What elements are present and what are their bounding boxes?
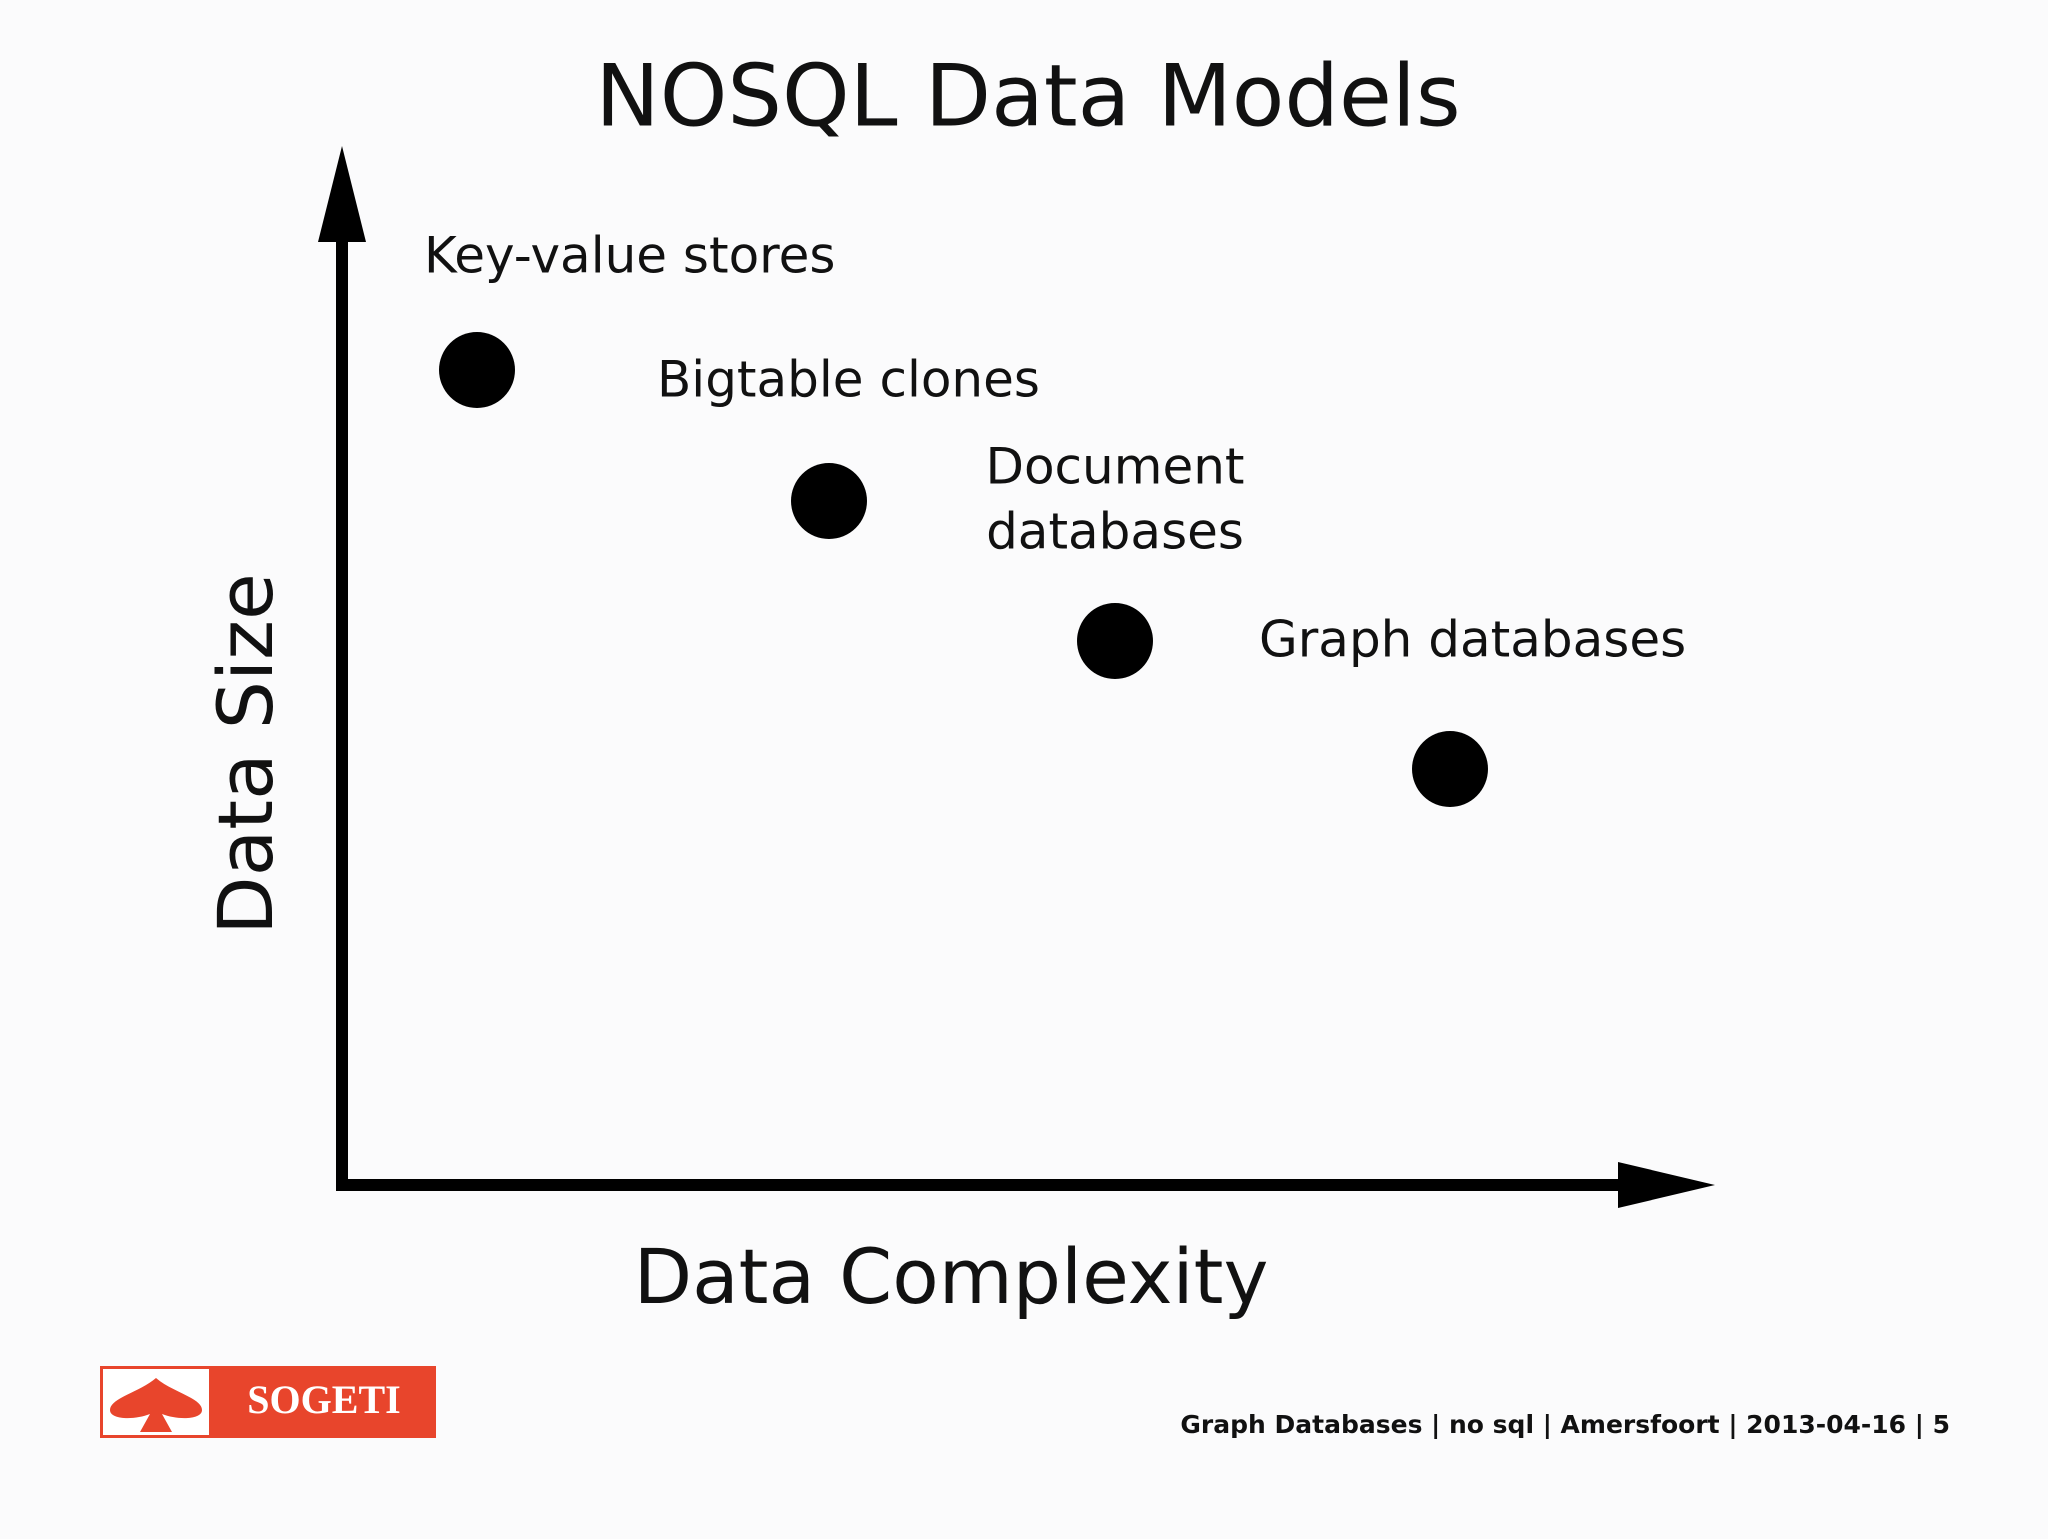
- node-label: Key-value stores: [424, 227, 835, 285]
- title: NOSQL Data Models: [595, 46, 1460, 146]
- node-label: databases: [986, 503, 1244, 561]
- node-label: Graph databases: [1259, 611, 1686, 669]
- dot: [439, 332, 515, 408]
- dot: [1412, 731, 1488, 807]
- logo-spade: [110, 1378, 202, 1432]
- logo-text: SOGETI: [247, 1377, 400, 1422]
- dot: [791, 463, 867, 539]
- node-label: Document: [985, 438, 1244, 496]
- y-arrowhead: [318, 146, 366, 242]
- dot: [1077, 603, 1153, 679]
- y-axis-label: Data Size: [201, 573, 290, 935]
- x-axis-label: Data Complexity: [634, 1232, 1269, 1321]
- node-label: Bigtable clones: [657, 351, 1040, 409]
- logo: SOGETI: [100, 1366, 436, 1438]
- x-arrowhead: [1618, 1162, 1715, 1208]
- footer: Graph Databases | no sql | Amersfoort | …: [1180, 1410, 1950, 1439]
